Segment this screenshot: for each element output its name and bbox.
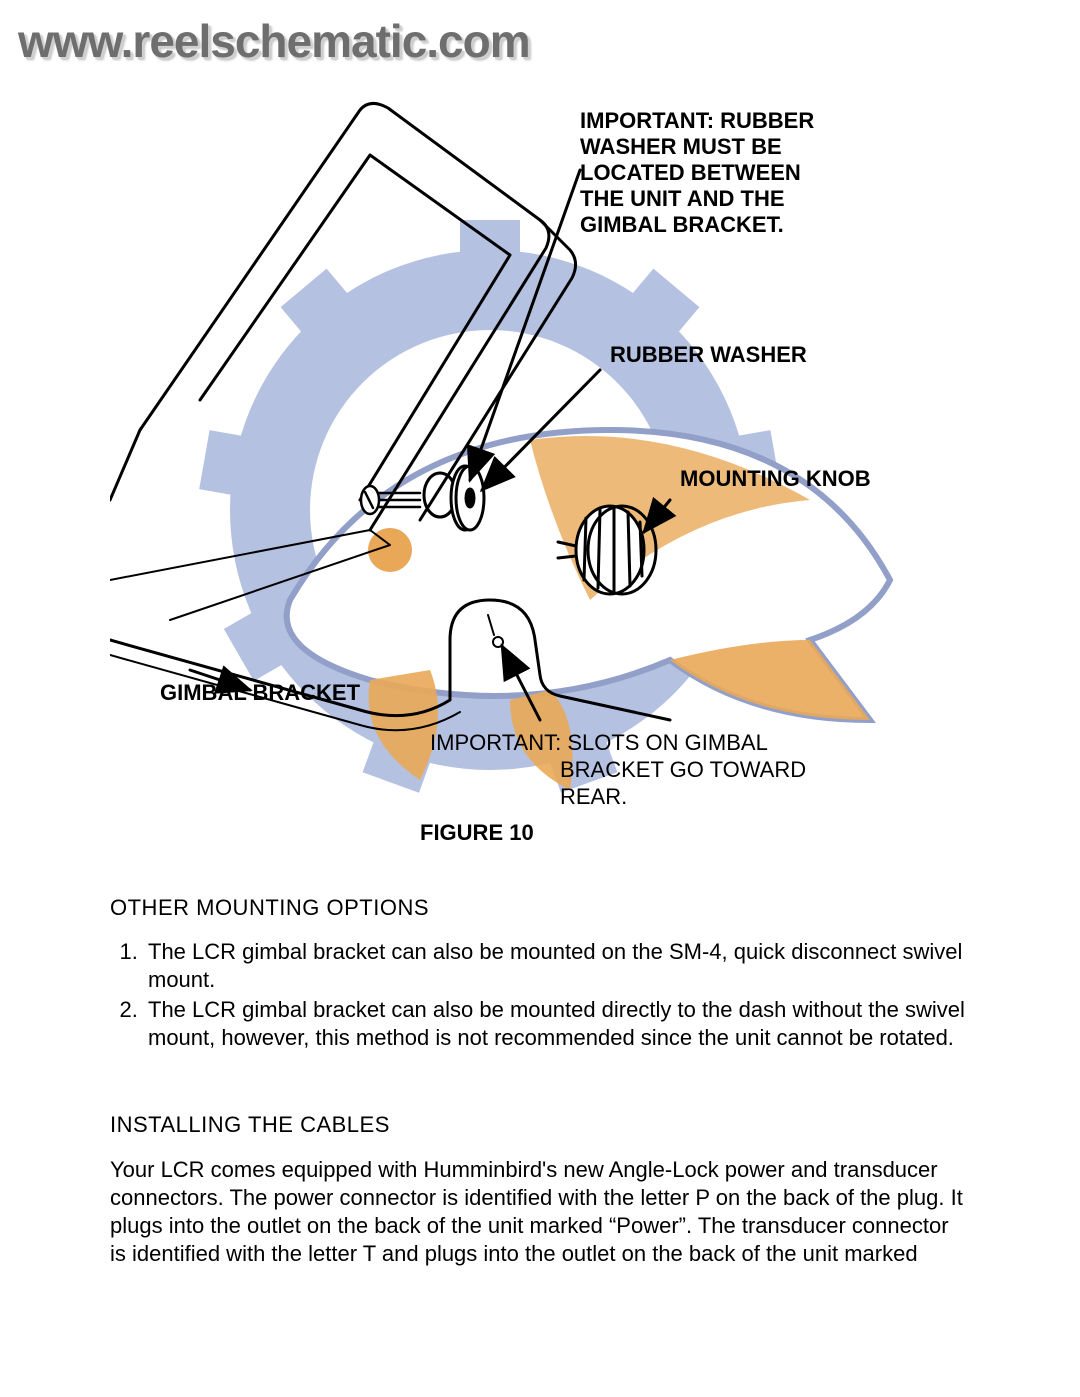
callout-important-washer: IMPORTANT: RUBBER WASHER MUST BE LOCATED… — [580, 108, 840, 238]
callout-important-slots-line3: REAR. — [560, 784, 627, 811]
figure-caption: FIGURE 10 — [420, 820, 534, 846]
callout-mounting-knob: MOUNTING KNOB — [680, 466, 871, 492]
page-root: www.reelschematic.com — [0, 0, 1080, 1397]
installing-cables-paragraph: Your LCR comes equipped with Humminbird'… — [110, 1156, 970, 1269]
callout-important-slots-rest1: SLOTS ON GIMBAL — [561, 730, 768, 755]
callout-gimbal-bracket: GIMBAL BRACKET — [160, 680, 360, 706]
watermark-url: www.reelschematic.com — [18, 14, 530, 68]
figure-10-diagram: IMPORTANT: RUBBER WASHER MUST BE LOCATED… — [110, 80, 970, 880]
callout-rubber-washer: RUBBER WASHER — [610, 342, 807, 368]
mount-option-1: The LCR gimbal bracket can also be mount… — [144, 938, 970, 994]
callout-important-slots-line2: BRACKET GO TOWARD — [560, 757, 806, 784]
mount-option-2: The LCR gimbal bracket can also be mount… — [144, 996, 970, 1052]
other-mounting-options-list: The LCR gimbal bracket can also be mount… — [110, 938, 970, 1055]
heading-other-mounting-options: OTHER MOUNTING OPTIONS — [110, 895, 429, 921]
callout-important-slots: IMPORTANT: SLOTS ON GIMBAL BRACKET GO TO… — [430, 730, 850, 810]
heading-installing-cables: INSTALLING THE CABLES — [110, 1112, 390, 1138]
callout-important-slots-prefix: IMPORTANT: — [430, 730, 561, 755]
